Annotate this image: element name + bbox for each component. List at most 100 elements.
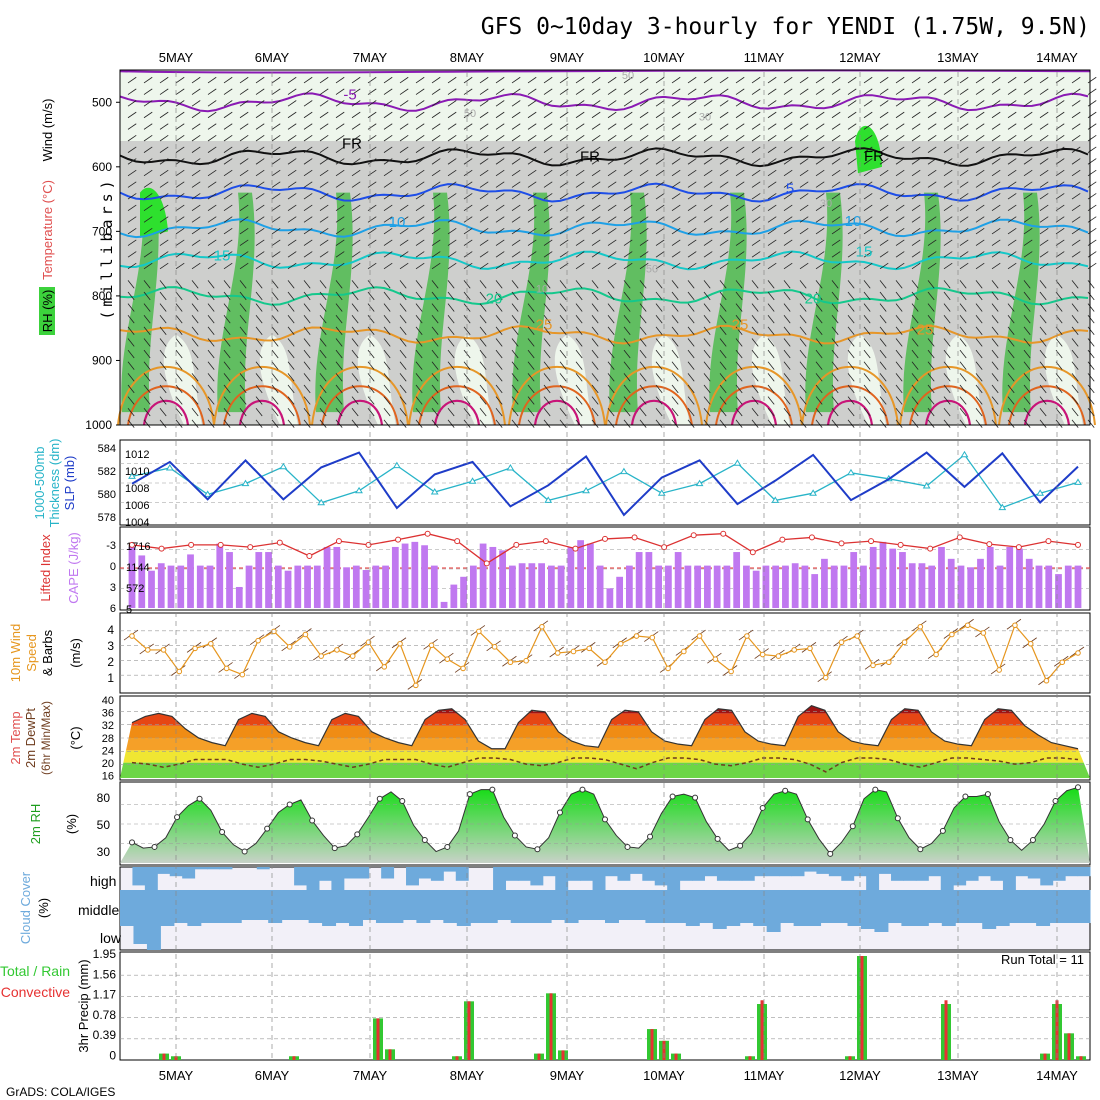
cape-bar: [382, 565, 389, 608]
rh2m-marker: [849, 823, 856, 830]
wind-barb: [191, 373, 199, 382]
wind-barb: [671, 135, 681, 142]
wind-barb: [1007, 251, 1017, 258]
wind-barb: [911, 396, 919, 405]
wind-barb: [527, 303, 535, 312]
wind-barb: [479, 169, 489, 177]
wind-barb: [319, 262, 329, 270]
rh-dry-core: [554, 334, 593, 425]
cape-bar: [704, 565, 711, 608]
wind-barb: [911, 361, 919, 370]
wind-barb: [735, 291, 743, 301]
precip-conv-bar: [1043, 1053, 1047, 1060]
wind-barb: [255, 251, 265, 258]
cape-bar: [294, 565, 302, 608]
rh-moist-plume: [903, 192, 941, 413]
cloud-cell: [685, 920, 700, 926]
rh-dry-core: [847, 334, 886, 425]
wind-barb: [623, 280, 631, 289]
wind-barb: [767, 100, 777, 107]
wind-barb: [719, 291, 727, 301]
wind-barb: [671, 303, 679, 312]
rh2m-marker: [489, 786, 496, 793]
wind-barb: [559, 193, 569, 200]
wind-barb: [127, 146, 137, 153]
temp2m-tick-label: 40: [102, 695, 114, 707]
lifted-index-marker: [868, 538, 875, 545]
wind-barb: [959, 396, 967, 405]
wind-barb: [191, 361, 199, 370]
wind-barb: [271, 349, 279, 359]
wind-barb: [895, 169, 905, 177]
wind-barb: [831, 227, 841, 235]
wind-barb: [143, 169, 153, 177]
cape-bar: [352, 565, 360, 608]
wind-barb: [975, 361, 983, 370]
wind-barb: [255, 262, 265, 270]
wind-barb: [767, 315, 775, 324]
wind10-marker: [633, 633, 640, 639]
wind-barb: [975, 315, 983, 324]
wind-barb: [655, 338, 663, 347]
isotherm-30: [508, 365, 606, 426]
wind-barb: [543, 158, 553, 165]
wind-barb: [847, 280, 855, 289]
wind-barb: [255, 111, 265, 119]
wind-barb: [351, 349, 359, 359]
wind10-units-label: (m/s): [68, 638, 83, 668]
wind-barb: [511, 135, 521, 142]
wind-barb: [767, 262, 777, 270]
wind-barb: [687, 239, 697, 246]
wind-barb: [975, 88, 985, 95]
wind-barb: [287, 349, 295, 359]
cloud-cell: [187, 890, 202, 920]
cloud-cell: [146, 890, 161, 920]
wind-barb: [223, 315, 231, 324]
wind-barb: [831, 407, 839, 417]
wind-barb: [383, 315, 391, 324]
wind-barb: [751, 407, 759, 417]
wind-barb: [255, 326, 263, 335]
isotherm-30: [408, 365, 506, 426]
isotherm-30: [801, 365, 899, 426]
cape-bar: [138, 555, 146, 608]
wind-barb: [383, 280, 391, 289]
cloud-cell: [1040, 867, 1054, 886]
wind-barb: [1087, 251, 1097, 258]
wind-barb: [767, 349, 775, 359]
wind-barb: [159, 280, 167, 289]
wind-barb: [719, 216, 729, 223]
wind-barb: [255, 280, 263, 289]
wind-barb: [687, 326, 695, 335]
wind-barb: [799, 169, 809, 177]
wind-barb: [975, 338, 983, 347]
wind-barb: [191, 181, 201, 188]
cloud-cell: [1063, 890, 1078, 920]
wind-barb: [623, 204, 633, 212]
wind-barb: [239, 361, 247, 370]
wind-barb: [143, 303, 151, 312]
wind-barb: [479, 251, 489, 258]
wind-barb: [655, 169, 665, 177]
cloud-label: Cloud Cover: [18, 871, 33, 944]
cape-bar: [440, 601, 448, 608]
cape-bar: [977, 558, 984, 608]
wind-barb: [607, 204, 617, 212]
wind-barb: [367, 303, 375, 312]
wind-barb: [383, 76, 393, 84]
wind-barb: [943, 146, 953, 153]
wind-barb: [399, 361, 407, 370]
wind-barb: [639, 407, 647, 417]
wind-barb: [463, 407, 471, 417]
wind-barb: [943, 315, 951, 324]
wind-barb: [463, 262, 473, 270]
wind-barb: [367, 384, 375, 394]
wind-barb: [383, 338, 391, 347]
wind-barb: [543, 146, 553, 153]
rh2m-marker: [579, 786, 586, 793]
day-gridlines: [175, 72, 1058, 1060]
wind-barb: [975, 419, 983, 428]
wind-barb: [751, 326, 759, 335]
wind-barb: [671, 338, 679, 347]
wind-barb: [1039, 158, 1049, 165]
